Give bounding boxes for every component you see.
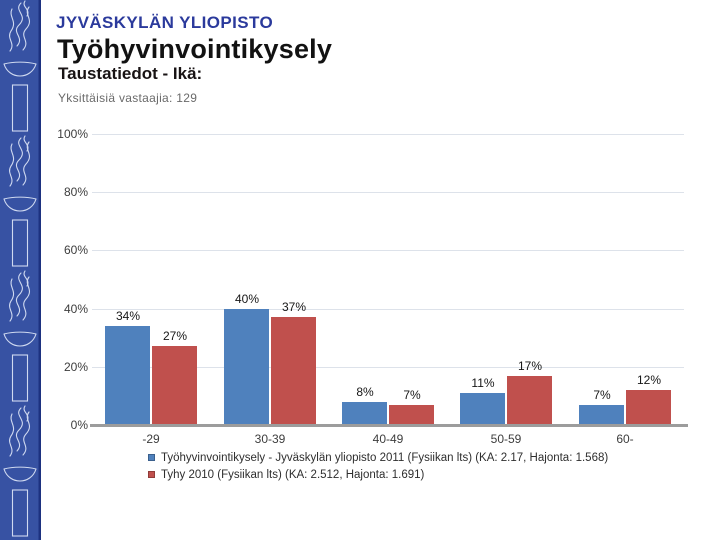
legend-item-series2: Tyhy 2010 (Fysiikan lts) (KA: 2.512, Haj…: [148, 466, 608, 483]
bar-value-label: 27%: [162, 329, 188, 343]
bar-value-label: 8%: [356, 385, 374, 399]
bar-series2: [389, 405, 434, 425]
bar-series1: [224, 309, 269, 425]
bar-series2: [152, 346, 197, 425]
respondents-count-label: Yksittäisiä vastaajia: 129: [58, 91, 198, 105]
bar-series1: [579, 405, 624, 425]
legend-swatch-red: [148, 471, 155, 478]
bar-value-label: 11%: [471, 376, 495, 390]
bar-series1: [342, 402, 387, 425]
bar-value-label: 7%: [593, 388, 611, 402]
x-axis-tick-label: 40-49: [372, 432, 404, 446]
legend-item-series1: Työhyvinvointikysely - Jyväskylän yliopi…: [148, 449, 608, 466]
gridline: [92, 250, 684, 251]
bar-series2: [507, 376, 552, 425]
sidebar-logo-strip: [0, 0, 41, 540]
page-title: Työhyvinvointikysely: [57, 34, 333, 64]
bar-value-label: 34%: [115, 309, 141, 323]
bar-series1: [105, 326, 150, 425]
bar-series2: [626, 390, 671, 425]
university-name: JYVÄSKYLÄN YLIOPISTO: [56, 13, 274, 32]
y-axis-tick-label: 100%: [57, 127, 88, 141]
bar-value-label: 40%: [234, 292, 260, 306]
x-axis-tick-label: 30-39: [254, 432, 286, 446]
bar-series1: [460, 393, 505, 425]
gridline: [92, 367, 684, 368]
gridline: [92, 134, 684, 135]
y-axis-tick-label: 0%: [70, 418, 88, 432]
bar-value-label: 7%: [403, 388, 421, 402]
page-subtitle: Taustatiedot - Ikä:: [58, 64, 203, 83]
bar-value-label: 17%: [517, 359, 543, 373]
bar-value-label: 12%: [636, 373, 662, 387]
y-axis-tick-label: 20%: [63, 360, 88, 374]
y-axis-tick-label: 80%: [63, 185, 88, 199]
gridline: [92, 192, 684, 193]
chart-legend: Työhyvinvointikysely - Jyväskylän yliopi…: [148, 449, 608, 483]
jyu-torch-logo: [0, 0, 41, 540]
bar-series2: [271, 317, 316, 425]
bar-value-label: 37%: [281, 300, 307, 314]
x-axis-tick-label: -29: [142, 432, 160, 446]
x-axis-line: [90, 424, 688, 427]
gridline: [92, 309, 684, 310]
legend-swatch-blue: [148, 454, 155, 461]
x-axis-tick-label: 50-59: [490, 432, 522, 446]
legend-label-series2: Tyhy 2010 (Fysiikan lts) (KA: 2.512, Haj…: [161, 468, 425, 481]
y-axis-tick-label: 40%: [63, 302, 88, 316]
legend-label-series1: Työhyvinvointikysely - Jyväskylän yliopi…: [161, 451, 609, 464]
y-axis-tick-label: 60%: [63, 243, 88, 257]
x-axis-tick-label: 60-: [616, 432, 634, 446]
